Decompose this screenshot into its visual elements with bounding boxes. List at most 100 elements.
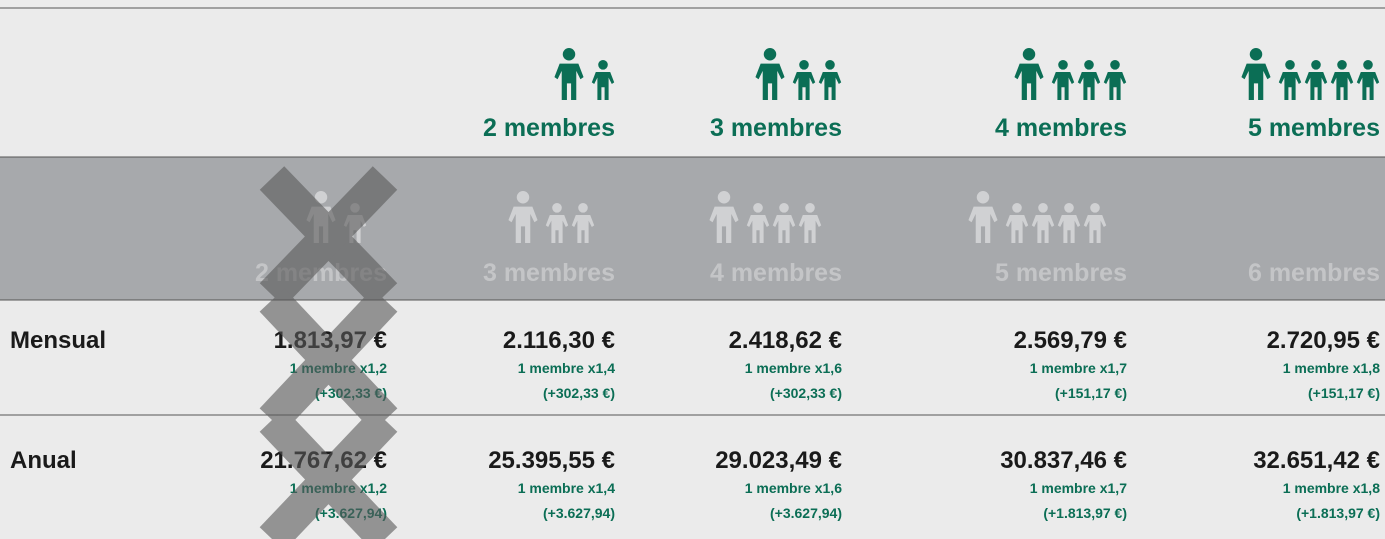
body — [1014, 63, 1044, 100]
person-icon — [1330, 60, 1354, 100]
row-label: Mensual — [10, 327, 106, 354]
head — [1285, 60, 1295, 70]
amount: 30.837,46 € — [1000, 447, 1127, 474]
person-icon — [792, 60, 816, 100]
amount: 29.023,49 € — [715, 447, 842, 474]
body — [1083, 215, 1107, 243]
head — [562, 48, 576, 61]
head — [763, 48, 777, 61]
band-header: 3 membres — [483, 259, 615, 287]
head — [552, 203, 562, 213]
person-icon — [772, 203, 796, 243]
person-icon — [798, 203, 822, 243]
head — [799, 60, 809, 70]
person-icon — [1083, 203, 1107, 243]
amount: 2.569,79 € — [1014, 327, 1127, 354]
amount: 2.418,62 € — [729, 327, 842, 354]
head — [1090, 203, 1100, 213]
body — [1330, 72, 1354, 100]
body — [545, 215, 569, 243]
person-icon — [1051, 60, 1075, 100]
increment: (+1.813,97 €) — [1296, 505, 1380, 521]
person-icon — [591, 60, 615, 100]
body — [792, 72, 816, 100]
increment: (+3.627,94) — [770, 505, 842, 521]
band-header: 6 membres — [1248, 259, 1380, 287]
body — [746, 215, 770, 243]
amount: 25.395,55 € — [488, 447, 615, 474]
top-header: 5 membres — [1248, 114, 1380, 142]
increment: (+302,33 €) — [770, 385, 842, 401]
head — [825, 60, 835, 70]
person-icon — [1014, 48, 1044, 100]
factor: 1 membre x1,6 — [745, 480, 842, 496]
head — [1038, 203, 1048, 213]
top-header: 2 membres — [483, 114, 615, 142]
band-header: 5 membres — [995, 259, 1127, 287]
person-icon — [571, 203, 595, 243]
body — [1057, 215, 1081, 243]
head — [779, 203, 789, 213]
head — [1337, 60, 1347, 70]
factor: 1 membre x1,4 — [518, 360, 615, 376]
factor: 1 membre x1,6 — [745, 360, 842, 376]
body — [1241, 63, 1271, 100]
body — [1103, 72, 1127, 100]
person-icon — [1304, 60, 1328, 100]
head — [1110, 60, 1120, 70]
person-icon — [1005, 203, 1029, 243]
body — [1356, 72, 1380, 100]
person-icon — [1031, 203, 1055, 243]
band-header: 4 membres — [710, 259, 842, 287]
head — [1311, 60, 1321, 70]
person-icon — [545, 203, 569, 243]
row-label: Anual — [10, 447, 77, 474]
head — [976, 191, 990, 204]
head — [1249, 48, 1263, 61]
body — [1077, 72, 1101, 100]
factor: 1 membre x1,8 — [1283, 480, 1380, 496]
body — [772, 215, 796, 243]
person-icon — [1241, 48, 1271, 100]
body — [591, 72, 615, 100]
head — [516, 191, 530, 204]
body — [818, 72, 842, 100]
body — [798, 215, 822, 243]
body — [1278, 72, 1302, 100]
head — [1058, 60, 1068, 70]
factor: 1 membre x1,7 — [1030, 360, 1127, 376]
person-icon — [1278, 60, 1302, 100]
head — [717, 191, 731, 204]
person-icon — [1057, 203, 1081, 243]
person-icon — [818, 60, 842, 100]
increment: (+3.627,94) — [543, 505, 615, 521]
head — [578, 203, 588, 213]
increment: (+302,33 €) — [543, 385, 615, 401]
head — [598, 60, 608, 70]
head — [1012, 203, 1022, 213]
person-icon — [1103, 60, 1127, 100]
head — [805, 203, 815, 213]
factor: 1 membre x1,7 — [1030, 480, 1127, 496]
top-header: 4 membres — [995, 114, 1127, 142]
factor: 1 membre x1,4 — [518, 480, 615, 496]
body — [1031, 215, 1055, 243]
increment: (+1.813,97 €) — [1043, 505, 1127, 521]
factor: 1 membre x1,8 — [1283, 360, 1380, 376]
head — [1363, 60, 1373, 70]
head — [753, 203, 763, 213]
body — [1304, 72, 1328, 100]
person-icon — [746, 203, 770, 243]
amount: 2.720,95 € — [1267, 327, 1380, 354]
head — [1022, 48, 1036, 61]
person-icon — [1356, 60, 1380, 100]
cross-out — [259, 166, 398, 539]
band — [0, 157, 1385, 300]
top-header: 3 membres — [710, 114, 842, 142]
body — [571, 215, 595, 243]
increment: (+151,17 €) — [1055, 385, 1127, 401]
increment: (+151,17 €) — [1308, 385, 1380, 401]
head — [1084, 60, 1094, 70]
